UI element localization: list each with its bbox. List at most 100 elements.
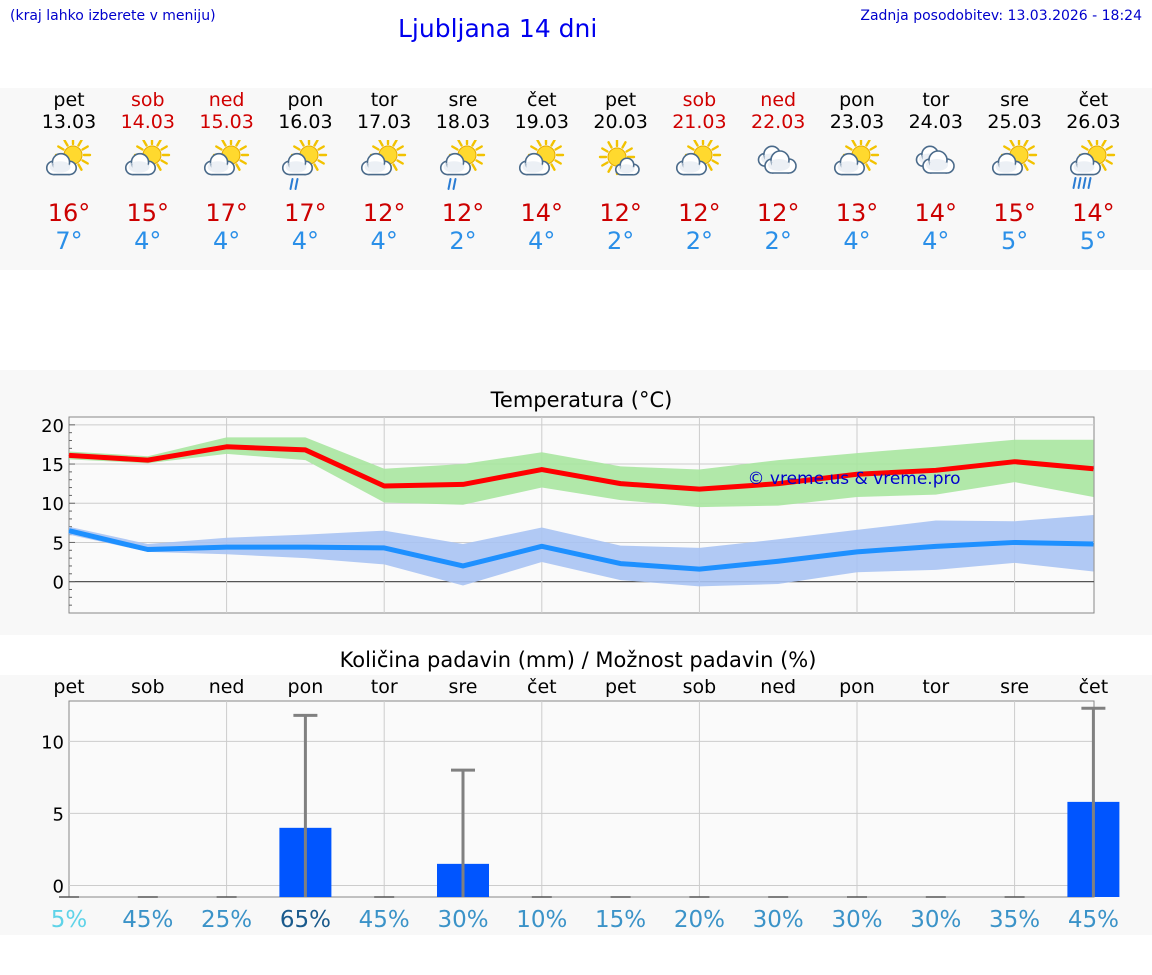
rain	[289, 178, 299, 190]
sun-cloud-heavy-rain-icon	[1070, 140, 1116, 189]
y-tick-label: 5	[53, 533, 64, 554]
min-temperature: 4°	[843, 227, 871, 255]
day-date: 26.03	[1066, 111, 1121, 133]
day-date: 23.03	[829, 111, 885, 133]
max-temperature: 15°	[126, 199, 170, 227]
x-tick-label: pon	[839, 676, 875, 698]
day-date: 16.03	[278, 111, 333, 133]
series-max-point	[383, 485, 385, 487]
max-temperature: 12°	[599, 199, 642, 227]
day-date: 17.03	[356, 111, 412, 133]
series-max-line	[68, 444, 1094, 492]
day-name: sre	[1000, 89, 1030, 111]
sun-cloud-rain-icon	[282, 140, 328, 190]
series-min-point	[935, 545, 937, 547]
series-max-point	[147, 459, 149, 461]
day-date: 22.03	[750, 111, 806, 133]
x-tick-label: čet	[527, 676, 557, 698]
max-temperature: 14°	[1072, 199, 1115, 227]
y-tick-label: 5	[53, 804, 64, 825]
day-date: 14.03	[120, 111, 175, 133]
rain	[1072, 177, 1092, 189]
day-date: 25.03	[987, 111, 1042, 133]
day-name: ned	[208, 89, 245, 111]
day-name: tor	[922, 89, 950, 111]
series-max-point	[304, 449, 306, 451]
day-name: tor	[370, 89, 398, 111]
series-min-line	[68, 528, 1094, 572]
precipitation-probability: 35%	[989, 907, 1040, 933]
sun-cloud-rain-icon	[439, 140, 486, 190]
x-tick-label: ned	[209, 676, 245, 698]
day-column: ned 15.03 17° 4°	[187, 88, 267, 255]
y-tick-label: 15	[41, 455, 64, 476]
day-column: pet 13.03 16° 7°	[29, 88, 109, 255]
day-column: sob 21.03 12° 2°	[659, 88, 739, 255]
watermark: © vreme.us & vreme.pro	[747, 469, 960, 489]
x-tick-label: pet	[53, 676, 84, 698]
precipitation-probability: 45%	[359, 907, 410, 933]
day-name: sre	[448, 89, 478, 111]
x-tick-label: sre	[1000, 676, 1029, 698]
min-temperature: 2°	[685, 227, 714, 255]
day-column: sob 14.03 15° 4°	[108, 88, 188, 255]
day-date: 18.03	[435, 111, 491, 133]
series-min-point	[304, 546, 306, 548]
day-column: pon 23.03 13° 4°	[817, 88, 897, 255]
cloud	[124, 152, 156, 176]
cloud	[1070, 152, 1102, 176]
sun-cloud-icon	[833, 140, 880, 176]
day-name: čet	[1078, 89, 1109, 111]
series-max-point	[777, 483, 779, 485]
sun-cloud-icon	[676, 140, 722, 176]
day-column: pet 20.03 12° 2°	[581, 88, 661, 255]
day-name: pon	[287, 89, 324, 111]
day-column: ned 22.03 12° 2°	[738, 88, 818, 255]
clouds-icon	[757, 145, 797, 174]
series-max-point	[462, 483, 464, 485]
series-min-point	[1092, 543, 1094, 545]
min-temperature: 2°	[764, 227, 792, 255]
day-name: pet	[604, 89, 637, 111]
x-tick-label: sob	[683, 676, 717, 698]
max-temperature: 14°	[914, 199, 958, 227]
max-temperature: 15°	[993, 199, 1036, 227]
clouds-icon	[915, 145, 955, 174]
cloud	[614, 157, 640, 176]
precipitation-probability: 45%	[122, 907, 173, 933]
max-temperature: 13°	[835, 199, 879, 227]
cloud	[518, 152, 550, 176]
x-tick-label: pet	[605, 676, 636, 698]
x-tick-label: sre	[449, 676, 478, 698]
sun-small-cloud-icon	[598, 140, 640, 176]
max-temperature: 17°	[284, 199, 327, 227]
sun-cloud-icon	[124, 140, 170, 176]
day-name: pet	[53, 89, 85, 111]
plot-area	[68, 700, 1095, 898]
min-temperature: 4°	[528, 227, 556, 255]
series-min-band	[69, 515, 1094, 587]
day-date: 24.03	[908, 111, 963, 133]
series-max-point	[226, 446, 228, 448]
cloud	[439, 152, 471, 176]
day-date: 21.03	[672, 111, 727, 133]
day-column: tor 17.03 12° 4°	[344, 88, 424, 255]
y-tick-label: 10	[41, 494, 64, 515]
day-date: 20.03	[593, 111, 648, 133]
sun-cloud-icon	[203, 140, 249, 176]
precipitation-probability: 10%	[516, 907, 567, 933]
series-max-point	[1092, 468, 1094, 470]
x-tick-label: pon	[288, 676, 324, 698]
front-cloud	[764, 150, 797, 174]
precipitation-probability: 30%	[910, 907, 961, 933]
series-min-point	[698, 568, 700, 570]
precipitation-probability: 5%	[51, 907, 88, 933]
day-name: sob	[682, 89, 717, 111]
cloud	[991, 152, 1023, 176]
rain	[447, 178, 457, 190]
series-max-point	[620, 483, 622, 485]
front-cloud	[921, 150, 955, 174]
series-max-point	[68, 454, 70, 456]
series-min-point	[226, 546, 228, 548]
series-min-point	[777, 560, 779, 562]
